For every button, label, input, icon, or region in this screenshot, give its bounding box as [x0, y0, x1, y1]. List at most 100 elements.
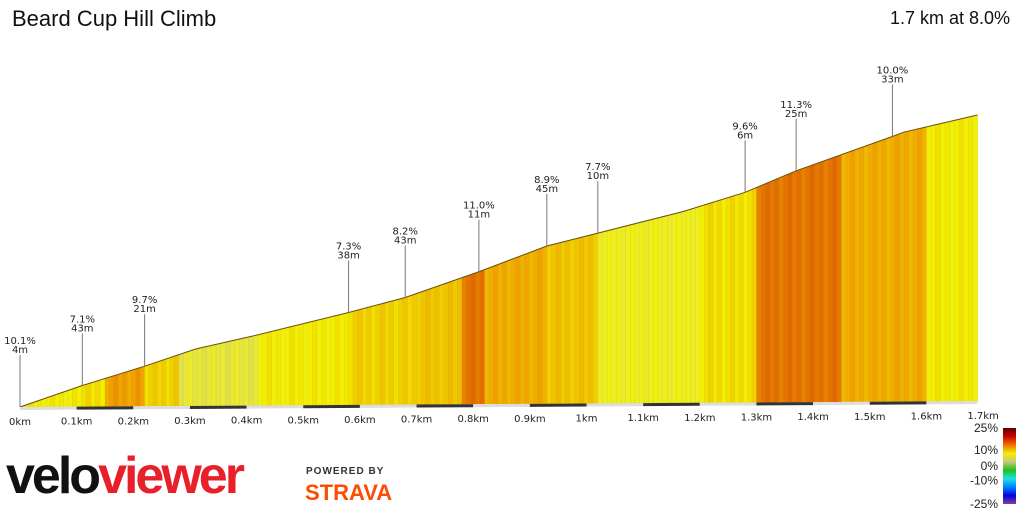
gradient-segment — [667, 214, 673, 404]
gradient-segment — [912, 128, 919, 402]
gradient-segment — [606, 229, 613, 404]
gradient-segment — [63, 390, 69, 407]
gradient-segment — [854, 148, 861, 403]
gradient-segment — [316, 318, 323, 406]
annotation-grade: 9.7% — [132, 295, 157, 306]
gradient-segment — [648, 218, 655, 404]
gradient-segment — [243, 336, 250, 406]
gradient-segment — [814, 162, 820, 403]
gradient-segment — [800, 167, 807, 403]
gradient-segment — [859, 146, 865, 403]
gradient-segment — [384, 301, 391, 405]
gradient-segment — [935, 123, 942, 402]
veloviewer-logo: veloviewer — [6, 447, 245, 505]
gradient-segment — [625, 224, 631, 404]
gradient-segment — [877, 140, 883, 402]
x-tick-label: 1.7km — [967, 411, 998, 422]
gradient-segment — [725, 196, 732, 403]
gradient-segment — [229, 339, 236, 406]
gradient-segment — [266, 331, 273, 406]
x-tick-label: 0.2km — [118, 416, 149, 427]
x-tick-label: 0.5km — [288, 415, 319, 426]
annotation-length: 43m — [71, 324, 93, 335]
gradient-segment — [174, 354, 180, 407]
gradient-segment — [949, 120, 955, 402]
gradient-segment — [161, 358, 167, 407]
gradient-segment — [533, 249, 539, 405]
gradient-segment — [881, 138, 887, 402]
legend-label: 0% — [981, 459, 999, 473]
gradient-segment — [832, 155, 838, 403]
gradient-segment — [234, 338, 240, 406]
x-tick-label: 1.3km — [741, 412, 772, 423]
gradient-segment — [183, 351, 189, 407]
annotation-length: 43m — [394, 236, 416, 247]
gradient-segment — [671, 212, 678, 404]
gradient-segment — [165, 357, 171, 407]
x-tick-label: 0.7km — [401, 415, 432, 426]
gradient-segment — [248, 335, 254, 406]
gradient-segment — [836, 154, 843, 403]
gradient-segment — [448, 280, 454, 405]
gradient-segment — [967, 115, 974, 402]
legend-label: -10% — [970, 473, 998, 487]
gradient-segment — [963, 116, 969, 402]
gradient-segment — [239, 337, 245, 406]
annotation-grade: 10.1% — [4, 336, 36, 347]
gradient-segment — [841, 152, 847, 403]
x-tick-label: 1.2km — [684, 413, 715, 424]
gradient-segment — [393, 299, 400, 405]
gradient-segment — [325, 316, 332, 406]
annotation-grade: 7.3% — [336, 242, 361, 253]
gradient-segment — [708, 202, 714, 403]
gradient-segment — [565, 239, 571, 404]
gradient-segment — [734, 193, 740, 403]
gradient-segment — [479, 269, 486, 405]
gradient-segment — [515, 255, 521, 405]
gradient-segment — [201, 346, 208, 407]
gradient-segment — [72, 387, 78, 407]
gradient-segment — [827, 157, 834, 403]
gradient-segment — [339, 313, 345, 406]
annotations: 10.1%4m7.1%43m9.7%21m7.3%38m8.2%43m11.0%… — [4, 65, 908, 407]
gradient-segment — [583, 235, 590, 404]
gradient-segment — [676, 211, 682, 404]
gradient-segment — [954, 119, 960, 402]
distance-axis: 0km 0.1km 0.2km 0.3km 0.4km 0.5km 0.6km 0.7km 0.… — [9, 401, 999, 428]
gradient-segment — [298, 323, 304, 406]
gradient-segment — [620, 225, 627, 404]
gradient-segment — [721, 197, 727, 403]
x-tick-label: 0.3km — [174, 416, 205, 427]
gradient-segment — [257, 333, 264, 406]
gradient-segment — [131, 368, 137, 407]
legend-label: -25% — [970, 497, 998, 511]
annotation-grade: 7.7% — [585, 162, 610, 173]
x-tick-label: 1.6km — [911, 411, 942, 422]
gradient-segment — [630, 223, 636, 404]
gradient-segment — [574, 237, 580, 404]
gradient-segment — [289, 325, 295, 406]
gradient-segment — [461, 275, 468, 405]
gradient-segment — [792, 170, 798, 403]
gradient-segment — [592, 232, 599, 404]
gradient-segment — [366, 306, 372, 406]
gradient-segment — [551, 243, 557, 404]
gradient-segment — [343, 312, 350, 406]
gradient-segment — [169, 355, 176, 407]
gradient-segment — [429, 286, 436, 405]
gradient-segment — [206, 345, 212, 407]
x-tick-label: 0.1km — [61, 417, 92, 428]
gradient-segment — [293, 324, 300, 406]
gradient-segment — [899, 131, 905, 402]
gradient-segment — [407, 294, 413, 405]
gradient-segment — [122, 371, 128, 407]
gradient-segment — [546, 244, 553, 404]
gradient-segment — [307, 321, 314, 406]
x-tick-label: 0.6km — [344, 415, 375, 426]
gradient-segment — [95, 379, 101, 407]
gradient-segment — [588, 234, 594, 404]
gradient-segment — [152, 361, 159, 407]
gradient-segment — [192, 348, 198, 407]
gradient-segment — [54, 393, 60, 407]
gradient-segment — [560, 241, 567, 404]
